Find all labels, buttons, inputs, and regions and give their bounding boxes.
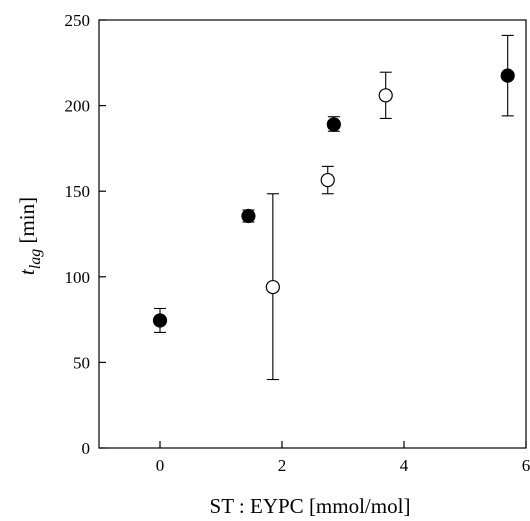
axis-ticks: 0 2 4 6 0 50 100 150 200 250: [65, 11, 530, 475]
plot-frame: [98, 19, 527, 449]
filled-data-point: [326, 117, 341, 132]
x-tick-label: 4: [400, 456, 409, 475]
y-tick-label: 0: [82, 439, 91, 458]
y-tick-label: 100: [65, 268, 91, 287]
filled-data-point: [500, 68, 515, 83]
y-tick-label: 200: [65, 97, 91, 116]
error-bars: [154, 34, 514, 381]
open-data-point: [378, 88, 393, 103]
y-axis-label-main: t: [15, 268, 39, 275]
y-axis-label: tlag [min]: [15, 197, 44, 275]
x-tick-label: 2: [278, 456, 287, 475]
y-tick-label: 50: [73, 353, 90, 372]
open-data-point: [265, 279, 280, 295]
x-tick-label: 0: [156, 456, 165, 475]
open-data-point: [320, 172, 335, 188]
y-axis-label-subscript: lag: [27, 249, 44, 269]
y-axis-label-unit: [min]: [15, 197, 39, 249]
y-tick-label: 250: [65, 11, 91, 30]
filled-data-point: [152, 313, 168, 328]
x-axis-label: ST : EYPC [mmol/mol]: [210, 494, 411, 518]
filled-data-point: [241, 208, 256, 224]
data-points: [152, 68, 515, 328]
y-tick-label: 150: [65, 182, 91, 201]
x-tick-label: 6: [522, 456, 530, 475]
